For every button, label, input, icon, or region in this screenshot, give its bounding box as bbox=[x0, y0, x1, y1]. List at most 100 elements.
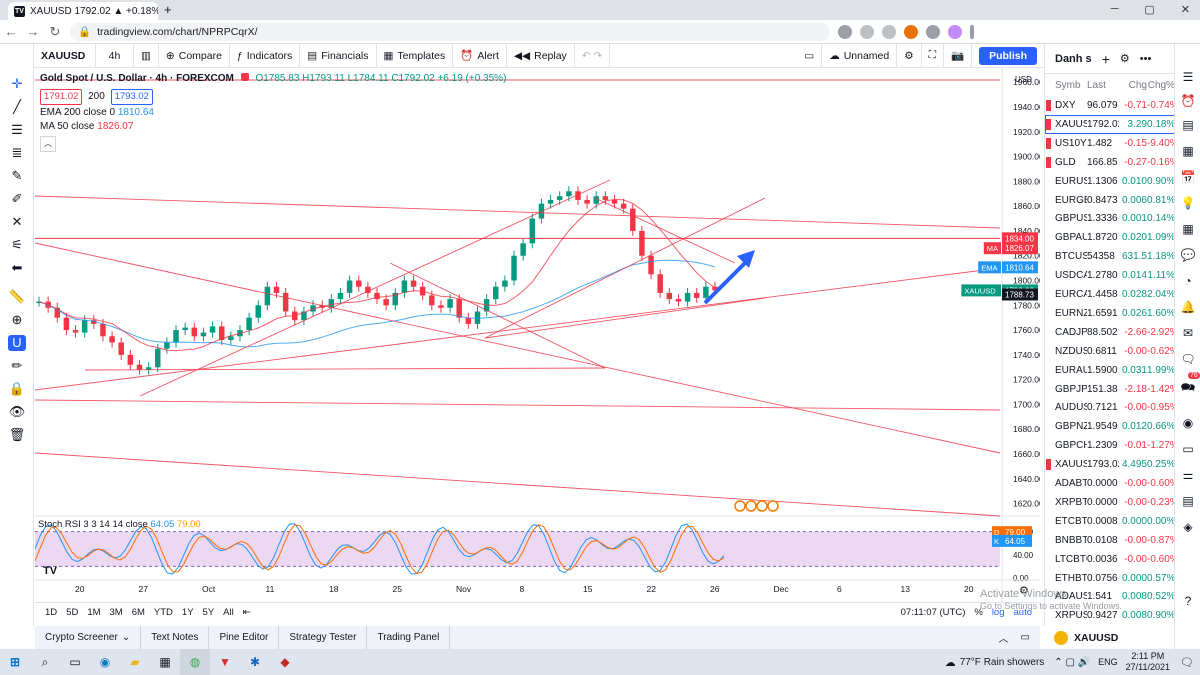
watchlist-row[interactable]: ADABTC0.0000 -0.00-0.60% bbox=[1045, 474, 1175, 493]
trend-line-drawing[interactable] bbox=[34, 399, 1001, 411]
bottom-tab-crypto-screener[interactable]: Crypto Screener ⌄ bbox=[35, 626, 142, 649]
candle-body[interactable] bbox=[155, 348, 161, 368]
ruler-icon[interactable]: 📏 bbox=[8, 289, 26, 304]
price-badge[interactable]: MA 1826.07 bbox=[983, 242, 1038, 255]
economic-event-icon[interactable] bbox=[767, 500, 779, 512]
forward-icon[interactable]: → bbox=[26, 24, 40, 39]
collapse-legend-button[interactable]: ︿ bbox=[40, 136, 56, 152]
ema-line[interactable] bbox=[38, 259, 716, 348]
candle-body[interactable] bbox=[328, 299, 335, 308]
candle-body[interactable] bbox=[712, 286, 718, 291]
candle-body[interactable] bbox=[456, 299, 462, 318]
lock-drawing-icon[interactable]: ✏ bbox=[11, 358, 23, 373]
puzzle-icon[interactable] bbox=[926, 24, 940, 39]
search-icon[interactable]: ⌕ bbox=[41, 654, 49, 669]
bottom-tab-text-notes[interactable]: Text Notes bbox=[141, 626, 210, 649]
candle-body[interactable] bbox=[465, 317, 472, 324]
horizontal-lines-icon[interactable]: ☰ bbox=[11, 122, 23, 137]
share-icon[interactable] bbox=[860, 24, 874, 39]
trend-line-drawing[interactable] bbox=[389, 262, 606, 369]
extension-icon[interactable] bbox=[904, 24, 918, 39]
edge-icon[interactable]: ◉ bbox=[99, 655, 111, 669]
range-button-all[interactable]: All bbox=[223, 607, 234, 618]
candle-body[interactable] bbox=[575, 191, 581, 200]
chart-area[interactable]: 1960.001940.001920.001900.001880.001860.… bbox=[34, 68, 1044, 604]
object-tree-icon[interactable]: ▤ bbox=[1182, 494, 1194, 508]
candle-body[interactable] bbox=[301, 311, 307, 321]
col-symbol[interactable]: Symb bbox=[1055, 80, 1081, 91]
symbol-search-button[interactable]: XAUUSD bbox=[34, 43, 96, 68]
candle-body[interactable] bbox=[556, 196, 563, 200]
watchlist-settings-icon[interactable]: ⚙ bbox=[1119, 53, 1130, 65]
candle-body[interactable] bbox=[511, 255, 517, 281]
candle-body[interactable] bbox=[282, 292, 289, 312]
minimize-icon[interactable]: ─ bbox=[1110, 3, 1119, 15]
eye-icon[interactable]: 👁 bbox=[8, 404, 26, 419]
percent-toggle[interactable]: % bbox=[974, 607, 983, 618]
col-last[interactable]: Last bbox=[1087, 80, 1106, 91]
chart-settings-icon[interactable]: ⚙ bbox=[1019, 585, 1029, 597]
file-explorer-icon[interactable]: ▰ bbox=[130, 655, 140, 669]
chrome-icon[interactable]: ◍ bbox=[180, 649, 210, 675]
watchlist-row[interactable]: LTCBTC0.0036 -0.00-0.60% bbox=[1045, 550, 1175, 569]
candle-body[interactable] bbox=[666, 292, 673, 300]
notifications-badge-icon[interactable]: 🗪 76 bbox=[1180, 372, 1200, 394]
economic-event-icon[interactable] bbox=[745, 500, 757, 512]
candle-body[interactable] bbox=[648, 255, 654, 275]
candle-body[interactable] bbox=[602, 196, 609, 200]
currency-label[interactable]: USD bbox=[1015, 75, 1032, 84]
candle-style-button[interactable]: ▥ bbox=[134, 43, 159, 68]
candle-body[interactable] bbox=[374, 292, 380, 300]
screener-icon[interactable]: ◔ bbox=[1184, 274, 1192, 288]
app-icon[interactable]: ▼ bbox=[219, 655, 231, 669]
bottom-tab-strategy-tester[interactable]: Strategy Tester bbox=[279, 626, 368, 649]
candle-body[interactable] bbox=[684, 292, 691, 302]
price-badge[interactable]: EMA 1810.64 bbox=[978, 261, 1038, 274]
watchlist-row[interactable]: GBPJPY151.38 -2.18-1.42% bbox=[1045, 380, 1175, 399]
candle-body[interactable] bbox=[675, 299, 682, 302]
candle-body[interactable] bbox=[529, 218, 536, 244]
date-range-icon[interactable]: ⇤ bbox=[242, 607, 251, 618]
reload-icon[interactable]: ↻ bbox=[49, 23, 61, 39]
notifications-icon[interactable]: 🔔 bbox=[1180, 300, 1196, 314]
trend-line-drawing[interactable] bbox=[34, 195, 1001, 229]
app-icon-3[interactable]: ◆ bbox=[280, 655, 290, 669]
candle-body[interactable] bbox=[182, 327, 188, 331]
arrow-left-icon[interactable]: ⬅ bbox=[11, 260, 23, 275]
trend-line-drawing[interactable] bbox=[484, 197, 766, 339]
candle-body[interactable] bbox=[310, 305, 316, 312]
candle-body[interactable] bbox=[209, 326, 216, 333]
candle-body[interactable] bbox=[246, 317, 252, 331]
browser-tab[interactable]: TV XAUUSD 1792.02 ▲ +0.18% Unn ✕ bbox=[8, 2, 158, 20]
candle-body[interactable] bbox=[218, 326, 225, 340]
weather-icon[interactable]: ☁ bbox=[944, 656, 956, 669]
dom-icon[interactable]: ⚌ bbox=[1182, 468, 1194, 482]
ma-line[interactable] bbox=[38, 198, 716, 352]
watchlist-row[interactable]: BTCUSD54358 631.51.18% bbox=[1045, 247, 1175, 266]
broadcast-icon[interactable]: ◉ bbox=[1182, 416, 1194, 430]
financials-button[interactable]: ▤ Financials bbox=[300, 43, 377, 68]
undo-redo[interactable]: ↶ ↷ bbox=[575, 43, 611, 68]
bottom-tab-trading-panel[interactable]: Trading Panel bbox=[367, 626, 451, 649]
price-badge[interactable]: 1834.00 bbox=[1002, 232, 1038, 245]
price-chart-svg[interactable]: 1960.001940.001920.001900.001880.001860.… bbox=[34, 68, 1044, 604]
candle-body[interactable] bbox=[91, 320, 97, 324]
candle-body[interactable] bbox=[200, 332, 207, 337]
windows-start-icon[interactable]: ⊞ bbox=[9, 655, 21, 669]
candle-body[interactable] bbox=[255, 305, 261, 318]
menu-icon[interactable] bbox=[970, 24, 974, 39]
watchlist-row[interactable]: AUDUSD0.7121 -0.00-0.95% bbox=[1045, 398, 1175, 417]
back-icon[interactable]: ← bbox=[4, 24, 18, 39]
brush-icon[interactable]: ✎ bbox=[11, 168, 23, 183]
lock-icon[interactable]: 🔒 bbox=[8, 381, 26, 396]
ema-label[interactable]: EMA 200 close 0 bbox=[40, 107, 116, 118]
range-button-5d[interactable]: 5D bbox=[66, 607, 79, 618]
candle-body[interactable] bbox=[136, 364, 143, 370]
indicators-button[interactable]: ƒ Indicators bbox=[230, 43, 301, 68]
candle-body[interactable] bbox=[109, 336, 115, 343]
weather-text[interactable]: 77°F Rain showers bbox=[959, 656, 1045, 668]
